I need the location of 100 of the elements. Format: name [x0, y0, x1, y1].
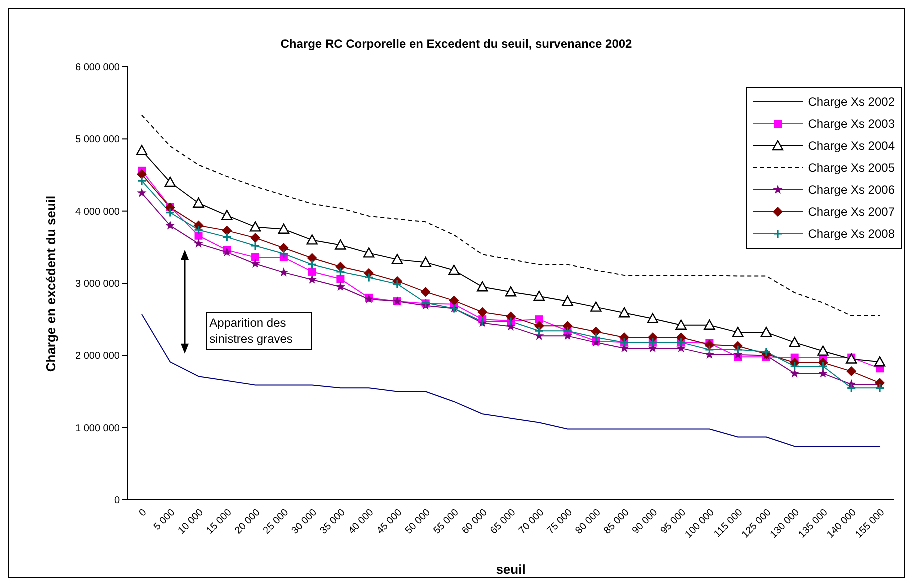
- y-tick-label: 1 000 000: [76, 423, 120, 434]
- x-tick-label: 70 000: [517, 507, 547, 537]
- point: [222, 210, 233, 220]
- point: [676, 320, 687, 330]
- point: [874, 356, 886, 367]
- x-tick-label: 15 000: [204, 507, 235, 537]
- point: [449, 296, 460, 306]
- point: [308, 268, 316, 276]
- point: [250, 222, 262, 232]
- point: [137, 188, 147, 198]
- legend-label: Charge Xs 2003: [808, 117, 895, 131]
- point: [336, 275, 345, 284]
- point: [166, 208, 174, 217]
- point: [592, 334, 600, 342]
- point: [562, 296, 574, 306]
- x-tick-label: 60 000: [460, 507, 490, 537]
- x-tick-label: 40 000: [346, 507, 377, 537]
- point: [732, 326, 744, 338]
- x-tick-label: 75 000: [546, 507, 576, 537]
- point: [138, 177, 146, 186]
- point: [252, 242, 260, 250]
- point: [448, 264, 460, 276]
- point: [478, 307, 488, 318]
- point: [308, 274, 318, 284]
- point: [876, 384, 884, 392]
- x-tick-label: 10 000: [176, 507, 206, 537]
- point: [194, 238, 204, 248]
- point: [166, 220, 176, 230]
- point: [477, 282, 488, 292]
- x-tick-label: 20 000: [233, 507, 263, 537]
- x-tick-label: 50 000: [404, 507, 434, 537]
- y-tick-label: 2 000 000: [76, 351, 120, 362]
- y-axis-title: Charge en excédent du seuil: [44, 195, 58, 372]
- legend-label: Charge Xs 2005: [808, 161, 895, 175]
- point: [252, 254, 260, 262]
- point: [363, 248, 375, 258]
- point: [420, 256, 432, 268]
- x-tick-label: 90 000: [630, 507, 660, 537]
- point: [336, 282, 346, 292]
- y-tick-label: 0: [114, 496, 120, 507]
- point: [704, 320, 716, 330]
- legend-label: Charge Xs 2007: [808, 205, 895, 219]
- x-tick-label: 45 000: [375, 507, 405, 537]
- point: [335, 240, 346, 250]
- point: [308, 260, 316, 269]
- x-tick-label: 55 000: [432, 507, 462, 537]
- point: [848, 384, 856, 392]
- x-tick-label: 85 000: [602, 507, 632, 537]
- point: [618, 307, 630, 318]
- point: [590, 302, 602, 312]
- point: [306, 234, 318, 245]
- chart-title: Charge RC Corporelle en Excedent du seuil, survenance 2002: [280, 37, 634, 51]
- point: [420, 287, 431, 298]
- annotation: Apparition des sinistres graves: [206, 312, 312, 350]
- point: [392, 254, 404, 264]
- point: [222, 247, 232, 257]
- point: [136, 145, 148, 156]
- point: [790, 368, 800, 378]
- x-tick-label: 5 000: [152, 507, 178, 533]
- point: [194, 226, 203, 234]
- y-tick-label: 4 000 000: [76, 206, 120, 218]
- point: [278, 243, 289, 254]
- point: [194, 232, 203, 240]
- point: [505, 286, 517, 297]
- point: [250, 233, 261, 244]
- point: [193, 198, 204, 208]
- point: [818, 346, 829, 356]
- x-tick-label: 25 000: [262, 507, 292, 537]
- point: [706, 346, 714, 354]
- point: [250, 259, 260, 268]
- x-tick-label: 65 000: [488, 507, 518, 537]
- y-tick-label: 5 000 000: [76, 134, 120, 146]
- x-tick-label: 80 000: [574, 507, 604, 537]
- point: [164, 176, 176, 188]
- y-tick-label: 6 000 000: [76, 62, 120, 74]
- point: [535, 327, 544, 336]
- point: [280, 250, 288, 258]
- point: [534, 290, 545, 302]
- line-series: [142, 314, 880, 448]
- point: [307, 253, 318, 264]
- point: [222, 226, 232, 236]
- x-tick-label: 35 000: [318, 507, 348, 537]
- point: [790, 362, 799, 370]
- point: [137, 170, 147, 180]
- point: [365, 274, 374, 282]
- point: [393, 280, 402, 288]
- point: [647, 313, 659, 324]
- point: [819, 362, 828, 370]
- point: [762, 348, 770, 356]
- x-tick-label: 0: [137, 507, 150, 520]
- point: [846, 366, 857, 377]
- x-axis-title: seuil: [495, 562, 527, 577]
- legend-label: Charge Xs 2004: [808, 139, 895, 153]
- point: [278, 224, 290, 234]
- x-tick-label: 30 000: [290, 507, 320, 537]
- y-tick-label: 3 000 000: [76, 279, 120, 290]
- point: [223, 233, 232, 242]
- point: [734, 346, 742, 354]
- legend-label: Charge Xs 2006: [808, 183, 895, 197]
- legend-label: Charge Xs 2002: [808, 95, 895, 109]
